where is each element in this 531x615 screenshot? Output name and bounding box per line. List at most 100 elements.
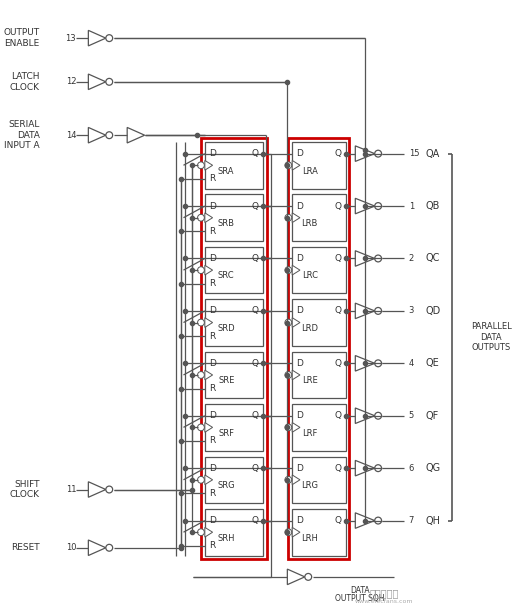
Text: D: D: [209, 411, 216, 420]
Polygon shape: [205, 265, 212, 275]
Text: D: D: [209, 202, 216, 210]
Text: SRH: SRH: [217, 534, 235, 542]
Bar: [205, 247, 263, 293]
Circle shape: [198, 529, 204, 536]
Bar: [205, 456, 263, 503]
Circle shape: [285, 319, 292, 326]
Polygon shape: [88, 74, 106, 90]
Text: Q: Q: [335, 411, 341, 420]
Text: Q: Q: [252, 464, 259, 473]
Circle shape: [106, 544, 113, 551]
Bar: [205, 404, 263, 451]
Text: D: D: [296, 306, 303, 315]
Circle shape: [106, 486, 113, 493]
Text: R: R: [209, 541, 216, 550]
Circle shape: [106, 34, 113, 42]
Bar: [205, 509, 263, 555]
Bar: [288, 138, 349, 560]
Polygon shape: [205, 213, 212, 223]
Text: 6: 6: [409, 464, 414, 473]
Text: 2: 2: [409, 254, 414, 263]
Polygon shape: [355, 461, 375, 476]
Text: 3: 3: [409, 306, 414, 315]
Text: Q: Q: [252, 516, 259, 525]
Text: LRD: LRD: [301, 324, 318, 333]
Text: D: D: [296, 202, 303, 210]
Text: Q: Q: [252, 254, 259, 263]
Text: LATCH
CLOCK: LATCH CLOCK: [10, 72, 40, 92]
Polygon shape: [292, 423, 300, 432]
Circle shape: [375, 412, 382, 419]
Text: R: R: [209, 175, 216, 183]
Text: Q: Q: [252, 306, 259, 315]
Text: LRG: LRG: [301, 481, 318, 490]
Text: 1: 1: [409, 202, 414, 210]
Circle shape: [198, 214, 204, 221]
Circle shape: [198, 319, 204, 326]
Bar: [292, 300, 346, 346]
Bar: [292, 509, 346, 555]
Text: Q: Q: [252, 411, 259, 420]
Text: Q: Q: [252, 359, 259, 368]
Bar: [292, 247, 346, 293]
Polygon shape: [205, 528, 212, 537]
Text: Q: Q: [335, 464, 341, 473]
Polygon shape: [205, 370, 212, 380]
Polygon shape: [355, 513, 375, 528]
Text: R: R: [209, 437, 216, 445]
Text: Q: Q: [252, 149, 259, 158]
Text: PARALLEL
DATA
OUTPUTS: PARALLEL DATA OUTPUTS: [471, 322, 511, 352]
Text: SHIFT
CLOCK: SHIFT CLOCK: [10, 480, 40, 499]
Text: Q: Q: [335, 359, 341, 368]
Polygon shape: [205, 423, 212, 432]
Circle shape: [375, 255, 382, 262]
Circle shape: [285, 162, 292, 169]
Polygon shape: [355, 355, 375, 371]
Text: D: D: [296, 359, 303, 368]
Text: D: D: [209, 464, 216, 473]
Text: Q: Q: [335, 516, 341, 525]
Text: D: D: [209, 359, 216, 368]
Bar: [292, 352, 346, 399]
Text: LRC: LRC: [302, 271, 318, 280]
Text: 4: 4: [409, 359, 414, 368]
Text: D: D: [296, 149, 303, 158]
Text: QD: QD: [425, 306, 440, 316]
Text: SRD: SRD: [217, 324, 235, 333]
Polygon shape: [292, 318, 300, 327]
Text: 5: 5: [409, 411, 414, 420]
Polygon shape: [205, 161, 212, 170]
Text: D: D: [296, 254, 303, 263]
Bar: [292, 456, 346, 503]
Text: Q: Q: [335, 254, 341, 263]
Text: OUTPUT SQH: OUTPUT SQH: [336, 593, 385, 603]
Text: D: D: [296, 464, 303, 473]
Text: RESET: RESET: [11, 543, 40, 552]
Polygon shape: [205, 318, 212, 327]
Text: QC: QC: [425, 253, 440, 263]
Polygon shape: [355, 198, 375, 214]
Text: LRB: LRB: [302, 219, 318, 228]
Text: 12: 12: [66, 77, 76, 86]
Text: QH: QH: [425, 515, 440, 526]
Text: QA: QA: [425, 149, 440, 159]
Text: R: R: [209, 279, 216, 288]
Text: QB: QB: [425, 201, 440, 211]
Polygon shape: [292, 475, 300, 485]
Circle shape: [375, 465, 382, 472]
Polygon shape: [88, 482, 106, 498]
Polygon shape: [287, 569, 305, 585]
Text: QF: QF: [425, 411, 439, 421]
Bar: [205, 194, 263, 241]
Text: OUTPUT
ENABLE: OUTPUT ENABLE: [4, 28, 40, 48]
Polygon shape: [292, 528, 300, 537]
Circle shape: [375, 150, 382, 157]
Text: SRE: SRE: [218, 376, 234, 385]
Text: SRG: SRG: [217, 481, 235, 490]
Text: R: R: [209, 384, 216, 393]
Text: D: D: [209, 306, 216, 315]
Circle shape: [375, 517, 382, 524]
Text: www.elecfans.com: www.elecfans.com: [355, 598, 414, 604]
Text: LRF: LRF: [302, 429, 318, 438]
Polygon shape: [292, 213, 300, 223]
